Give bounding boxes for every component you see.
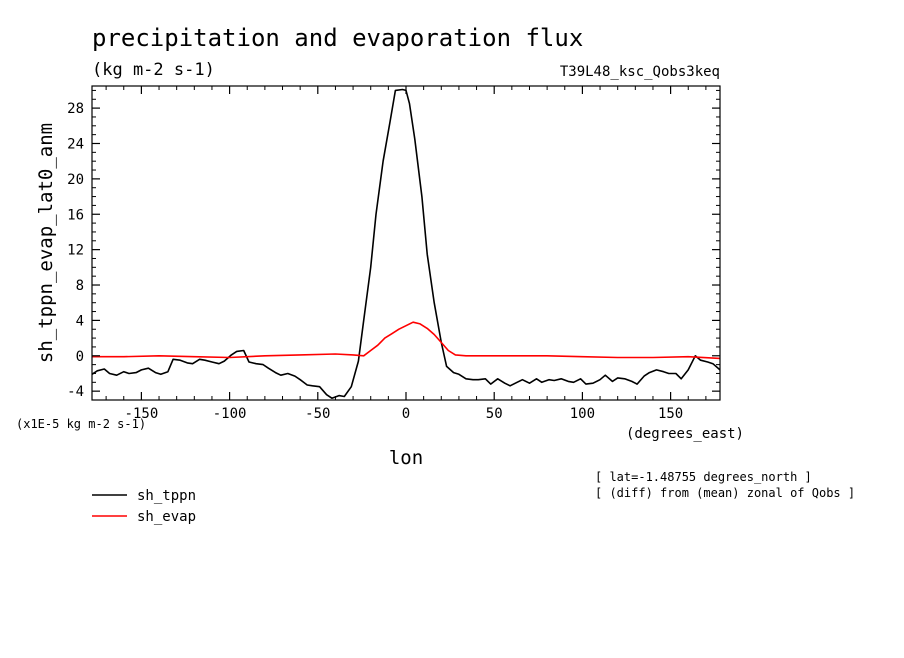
run-label: T39L48_ksc_Qobs3keq [560,64,720,80]
y-tick-label: 28 [67,101,84,117]
chart-title: precipitation and evaporation flux [92,24,583,52]
y-tick-label: 12 [67,243,84,259]
y-axis-label: sh_tppn_evap_lat0_anm [35,123,57,363]
plot-frame [91,85,721,401]
x-units-label: (degrees_east) [626,426,744,442]
legend-label-sh-evap: sh_evap [137,509,196,525]
chart-subtitle: (kg m-2 s-1) [92,60,215,80]
y-tick-label: 8 [76,278,84,294]
y-tick-label: 4 [76,313,84,329]
x-tick-label: 150 [658,406,683,422]
x-tick-label: -50 [305,406,330,422]
y-tick-label: 24 [67,136,84,152]
legend: sh_tppn sh_evap [92,488,196,525]
data-layer [91,88,721,400]
y-scale-note: (x1E-5 kg m-2 s-1) [16,417,146,431]
axes-layer: -150 -100 -50 0 50 100 150 -4 0 4 8 12 16 20 24 28 [67,86,720,422]
x-axis-label: lon [389,447,423,469]
x-tick-label: 50 [486,406,503,422]
x-tick-label: 100 [570,406,595,422]
y-tick-label: 16 [67,207,84,223]
legend-label-sh-tppn: sh_tppn [137,488,196,504]
x-tick-label: -150 [125,406,159,422]
x-tick-label: -100 [213,406,247,422]
series-line-sh-tppn [91,88,721,400]
series-line-sh-evap [92,321,721,360]
annotation-lat: [ lat=-1.48755 degrees_north ] [595,470,812,484]
annotation-diff: [ (diff) from (mean) zonal of Qobs ] [595,486,855,500]
y-tick-label: -4 [67,384,84,400]
y-tick-label: 0 [76,349,84,365]
x-tick-label: 0 [402,406,410,422]
y-tick-label: 20 [67,172,84,188]
